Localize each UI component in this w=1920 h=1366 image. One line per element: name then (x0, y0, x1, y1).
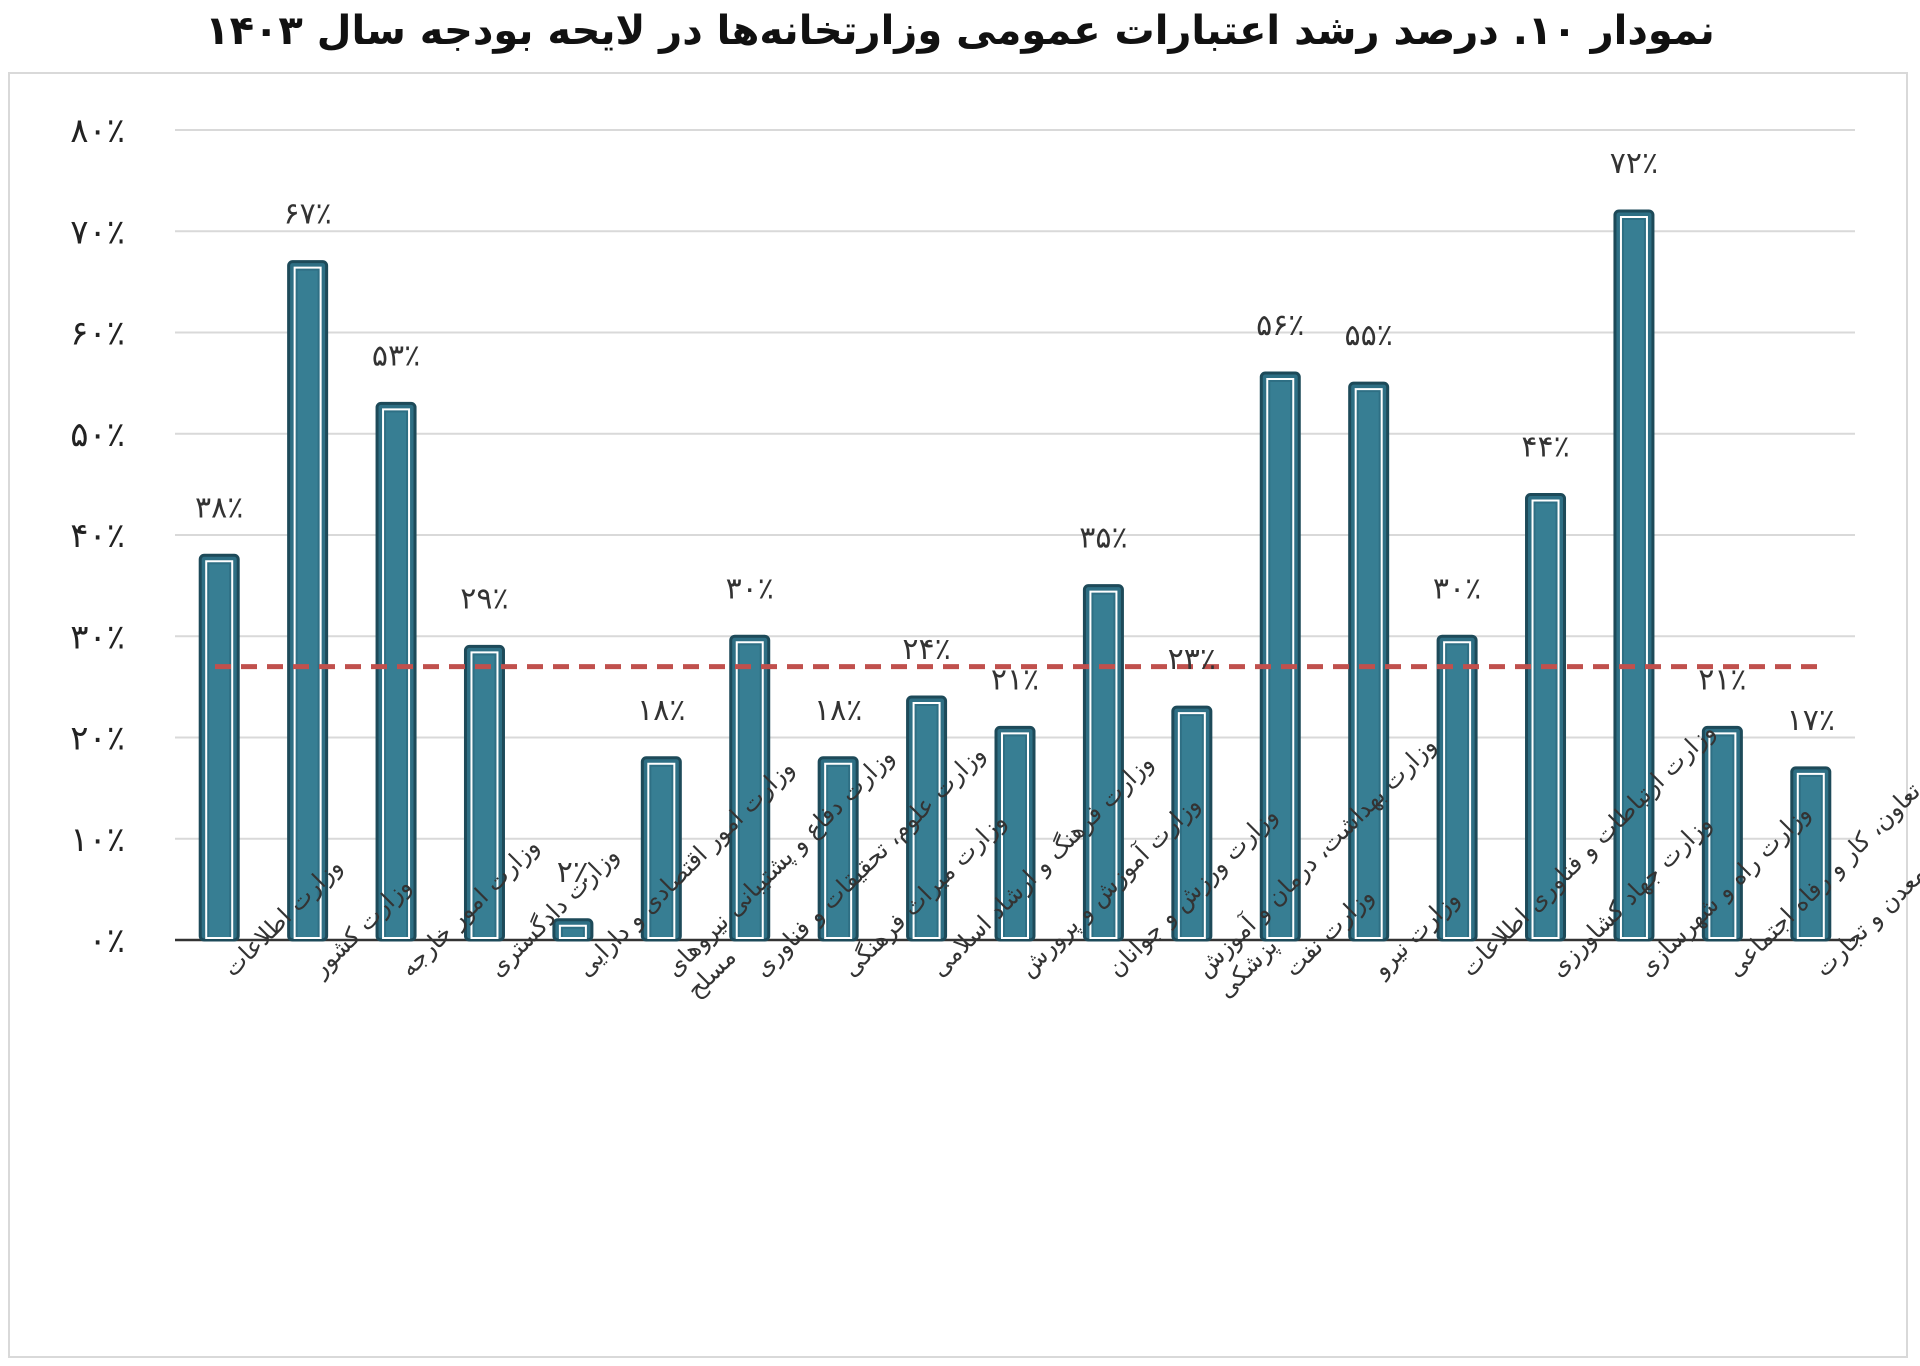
bar-highlight (1266, 378, 1295, 939)
bar (1790, 766, 1832, 942)
bar-inner (1712, 736, 1733, 937)
bar-highlight (1177, 712, 1206, 939)
bar (1436, 634, 1478, 942)
data-label: ۲۹٪ (460, 581, 508, 616)
bar-inner (1447, 645, 1468, 937)
y-tick-label: ۲۰٪ (70, 719, 125, 759)
data-label: ۱۷٪ (1787, 703, 1835, 738)
bar-highlight (912, 702, 941, 939)
bar-highlight (1619, 216, 1648, 939)
bar (1525, 493, 1567, 942)
y-tick-label: ۷۰٪ (70, 212, 125, 252)
bar (1613, 209, 1655, 942)
bar-inner (209, 564, 230, 937)
bar-highlight (1708, 732, 1737, 939)
bar-highlight (1443, 641, 1472, 939)
data-label: ۲۴٪ (902, 632, 950, 667)
bar (287, 260, 329, 942)
bar (1082, 584, 1124, 942)
data-label: ۵۵٪ (1345, 318, 1393, 353)
bar (906, 695, 948, 942)
data-label: ۳۸٪ (195, 490, 243, 525)
bar-inner (297, 270, 318, 937)
data-label: ۱۸٪ (637, 693, 685, 728)
bar-inner (739, 645, 760, 937)
data-label: ۲٪ (557, 855, 589, 890)
bar-highlight (558, 924, 587, 939)
bar-inner (1800, 776, 1821, 937)
bar-inner (1535, 503, 1556, 937)
bar-inner (828, 766, 849, 937)
bar-inner (562, 928, 583, 937)
y-tick-label: ۱۰٪ (70, 820, 125, 860)
y-tick-label: ۶۰٪ (70, 314, 125, 354)
data-labels: ۳۸٪ ۶۷٪ ۵۳٪ ۲۹٪ ۲٪ ۱۸٪ ۳۰٪ ۱۸٪ ۲۴٪ ۲۱٪ ۳۵٪ ۲۳٪ ۵۶٪ ۵۵… (195, 146, 1835, 890)
data-label: ۲۱٪ (1698, 662, 1746, 697)
data-label: ۱۸٪ (814, 693, 862, 728)
bar-inner (386, 412, 407, 937)
bar-inner (474, 655, 495, 937)
bar-highlight (205, 560, 234, 939)
y-axis-ticks: ۰٪ ۱۰٪ ۲۰٪ ۳۰٪ ۴۰٪ ۵۰٪ ۶۰٪ ۷۰٪ ۸۰٪ (70, 111, 125, 961)
bar (463, 644, 505, 942)
bar-highlight (382, 408, 411, 939)
bar-inner (1093, 594, 1114, 937)
y-tick-label: ۳۰٪ (70, 617, 125, 657)
data-label: ۳۵٪ (1079, 521, 1127, 556)
bar-inner (1005, 736, 1025, 937)
bar-highlight (824, 762, 853, 939)
bar-inner (1623, 220, 1644, 937)
data-label: ۵۶٪ (1256, 308, 1304, 343)
bar-highlight (1796, 772, 1825, 939)
bar (1701, 725, 1743, 942)
data-label: ۶۷٪ (283, 197, 331, 232)
data-label: ۳۰٪ (726, 571, 774, 606)
bar (994, 725, 1036, 942)
data-label: ۵۳٪ (372, 338, 420, 373)
bar-highlight (1531, 499, 1560, 939)
bar-inner (916, 706, 937, 937)
bar (198, 553, 240, 942)
bar-highlight (1354, 388, 1383, 939)
bar (729, 634, 771, 942)
bar (552, 918, 594, 942)
data-label: ۳۰٪ (1433, 571, 1481, 606)
bar-highlight (647, 762, 676, 939)
data-label: ۲۱٪ (991, 662, 1039, 697)
bars (198, 209, 1832, 942)
bar-highlight (1089, 590, 1118, 939)
plot-frame (8, 72, 1908, 1358)
bar (375, 401, 417, 942)
bar-inner (1181, 716, 1202, 937)
bar (1171, 705, 1213, 942)
bar (817, 756, 859, 942)
bar-highlight (735, 641, 764, 939)
y-tick-label: ۰٪ (88, 921, 125, 961)
bar (640, 756, 682, 942)
bar-inner (651, 766, 672, 937)
y-tick-label: ۸۰٪ (70, 111, 125, 151)
data-label: ۲۳٪ (1168, 642, 1216, 677)
y-tick-label: ۵۰٪ (70, 415, 125, 455)
data-label: ۷۲٪ (1610, 146, 1658, 181)
bar (1348, 381, 1390, 942)
bar-highlight (470, 651, 499, 939)
bar-inner (1270, 382, 1291, 937)
data-label: ۴۴٪ (1521, 430, 1569, 465)
bar-highlight (293, 266, 322, 939)
chart-title: نمودار ۱۰. درصد رشد اعتبارات عمومی وزارت… (205, 8, 1715, 54)
bar (1259, 371, 1301, 942)
bar-highlight (1001, 732, 1029, 939)
y-tick-label: ۴۰٪ (70, 516, 125, 556)
